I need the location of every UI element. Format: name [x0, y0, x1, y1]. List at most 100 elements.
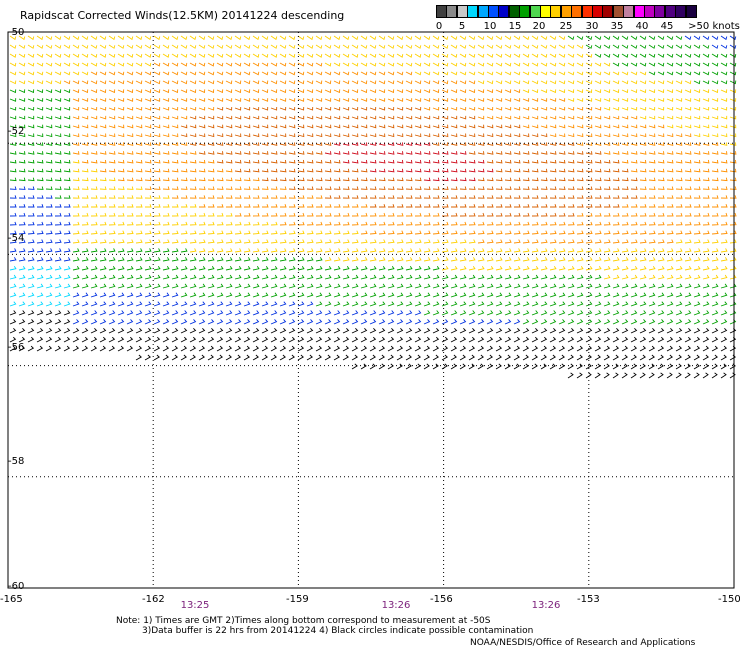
wind-barb [693, 177, 701, 182]
wind-barb [666, 44, 674, 49]
wind-barb [522, 363, 529, 370]
wind-barb [216, 283, 224, 289]
wind-barb [432, 89, 440, 94]
wind-barb [243, 257, 251, 262]
wind-barb [549, 98, 557, 102]
wind-barb [702, 115, 710, 120]
wind-barb [567, 292, 575, 298]
wind-barb [603, 89, 611, 94]
wind-barb [351, 35, 359, 41]
wind-barb [459, 151, 467, 155]
wind-barb [612, 354, 619, 361]
wind-barb [117, 186, 125, 190]
wind-barb [324, 248, 332, 253]
wind-barb [702, 98, 710, 102]
wind-barb [360, 62, 368, 67]
wind-barb [144, 80, 152, 85]
wind-barb [171, 345, 179, 352]
wind-barb [666, 98, 674, 102]
wind-barb [171, 159, 179, 164]
wind-barb [108, 133, 116, 138]
wind-barb [684, 230, 692, 235]
wind-barb [702, 363, 709, 370]
wind-barb [693, 248, 701, 253]
wind-barb [306, 239, 314, 244]
wind-barb [279, 98, 287, 102]
wind-barb [126, 168, 134, 173]
wind-barb [270, 195, 278, 199]
wind-barb [306, 230, 314, 235]
wind-barb [189, 142, 197, 146]
wind-barb [613, 204, 620, 208]
wind-barb [567, 177, 575, 182]
wind-barb [270, 124, 278, 129]
wind-barb [432, 327, 440, 334]
wind-barb [198, 248, 206, 253]
wind-barb [198, 319, 206, 325]
wind-barb [684, 44, 692, 49]
wind-barb [504, 212, 512, 217]
wind-barb [702, 292, 710, 298]
wind-barb [333, 159, 341, 164]
wind-barb [576, 310, 584, 316]
wind-barb [540, 345, 548, 352]
wind-barb [99, 274, 107, 280]
wind-barb [415, 204, 422, 208]
wind-barb [45, 301, 53, 307]
wind-barb [126, 80, 134, 85]
wind-barb [432, 195, 440, 199]
wind-barb [693, 142, 701, 146]
wind-barb [324, 151, 332, 155]
wind-barb [342, 354, 349, 361]
wind-barb [225, 35, 233, 41]
wind-barb [153, 248, 161, 253]
wind-barb [162, 89, 170, 94]
wind-barb [234, 106, 242, 111]
wind-barb [631, 204, 638, 208]
wind-barb [36, 327, 44, 334]
wind-barb [27, 336, 35, 343]
wind-barb [495, 363, 502, 370]
wind-barb [253, 204, 260, 208]
wind-barb [360, 195, 368, 199]
wind-barb [711, 89, 719, 94]
wind-barb [495, 168, 503, 173]
wind-barb [549, 257, 557, 262]
wind-barb [252, 248, 260, 253]
wind-barb [189, 71, 197, 76]
wind-barb [621, 363, 628, 370]
wind-barb [189, 212, 197, 217]
wind-barb [153, 177, 161, 182]
wind-barb [72, 71, 80, 76]
wind-barb [279, 186, 287, 190]
wind-barb [414, 98, 422, 102]
wind-barb [477, 274, 485, 280]
wind-barb [504, 230, 512, 235]
wind-barb [711, 80, 719, 85]
wind-barb [90, 195, 98, 199]
wind-barb [423, 310, 431, 316]
wind-barb [189, 177, 197, 182]
wind-barb [234, 168, 242, 173]
wind-barb [540, 44, 548, 49]
wind-barb [180, 53, 188, 58]
wind-barb [639, 133, 647, 138]
wind-barb [639, 195, 647, 199]
wind-barb [450, 106, 458, 111]
wind-barb [117, 133, 125, 138]
wind-barb [711, 115, 719, 120]
wind-barb [324, 53, 332, 58]
wind-barb [234, 89, 242, 94]
wind-barb [684, 292, 692, 298]
wind-barb [531, 319, 539, 325]
wind-barb [225, 212, 233, 217]
wind-barb [522, 62, 530, 67]
wind-barb [540, 283, 548, 289]
wind-barb [693, 336, 701, 343]
wind-barb [504, 35, 512, 41]
wind-barb [225, 71, 233, 76]
wind-barb [441, 124, 449, 129]
wind-barb [369, 212, 377, 217]
wind-barb [315, 319, 323, 325]
wind-barb [315, 133, 323, 138]
